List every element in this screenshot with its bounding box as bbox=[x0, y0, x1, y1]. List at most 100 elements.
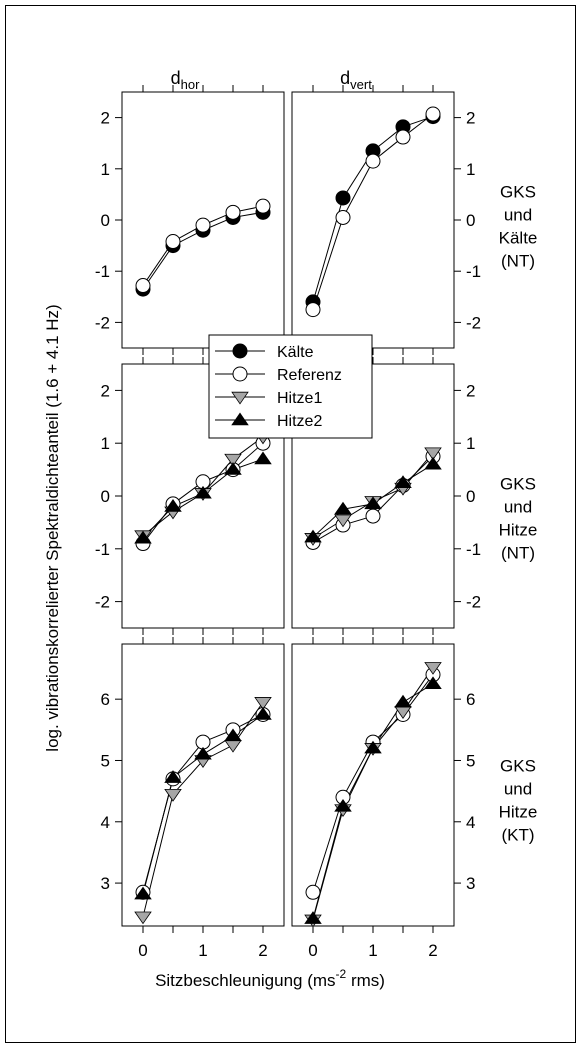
y-tick-label-right: -1 bbox=[466, 540, 481, 559]
y-tick-label-right: 0 bbox=[466, 487, 475, 506]
row-label-line: und bbox=[504, 780, 532, 799]
y-tick-label-left: 2 bbox=[101, 381, 110, 400]
panel-row1-col1: -2 -1 0 1 2 bbox=[95, 85, 285, 355]
marker-row1-col1-Referenz-0 bbox=[135, 278, 151, 294]
y-axis-label: log. vibrationskorrelierter Spektraldich… bbox=[43, 304, 62, 751]
y-tick-label-left: 4 bbox=[101, 813, 110, 832]
panels: -2 -1 0 1 2 -2 -1 0 1 2 -2 -1 0 1 2 -2 -1 0 1 2 0 1 2 3 4 5 6 0 1 2 3 4… bbox=[95, 85, 481, 960]
row-label-line: und bbox=[504, 498, 532, 517]
x-tick-label: 0 bbox=[138, 941, 147, 960]
marker-legend-Kälte-0 bbox=[232, 343, 248, 359]
marker-row3-col2-Hitze2-2 bbox=[364, 740, 382, 754]
panel-row2-col1: -2 -1 0 1 2 bbox=[95, 357, 285, 635]
y-tick-label-left: 1 bbox=[101, 434, 110, 453]
y-tick-label-right: 4 bbox=[466, 813, 475, 832]
legend-label-Kälte: Kälte bbox=[277, 344, 314, 361]
marker-row2-col2-Hitze2-1 bbox=[334, 501, 352, 515]
panel-row3-col1: 0 1 2 3 4 5 6 bbox=[101, 637, 285, 960]
x-tick-label: 2 bbox=[428, 941, 437, 960]
panel-row1-col2: -2 -1 0 1 2 bbox=[291, 85, 481, 355]
row-labels: GKS und Kälte (NT) GKS und Hitze (NT) GKS und Hitz… bbox=[499, 183, 538, 845]
marker-row3-col1-Hitze1-0 bbox=[134, 911, 152, 925]
y-tick-label-right: -1 bbox=[466, 262, 481, 281]
marker-legend-Hitze2-3 bbox=[231, 412, 249, 426]
marker-row3-col2-Hitze2-4 bbox=[424, 676, 442, 690]
row-label-line: (NT) bbox=[501, 544, 535, 563]
y-tick-label-left: 2 bbox=[101, 109, 110, 128]
y-tick-label-right: 5 bbox=[466, 751, 475, 770]
legend-label-Hitze1: Hitze1 bbox=[277, 390, 322, 407]
marker-row3-col1-Hitze2-2 bbox=[194, 746, 212, 760]
y-tick-label-right: 2 bbox=[466, 109, 475, 128]
x-tick-label: 0 bbox=[308, 941, 317, 960]
row-label-line: Hitze bbox=[499, 521, 538, 540]
marker-row3-col1-Hitze2-1 bbox=[164, 770, 182, 783]
y-tick-label-right: 6 bbox=[466, 690, 475, 709]
y-tick-label-left: 5 bbox=[101, 751, 110, 770]
y-tick-label-left: 1 bbox=[101, 160, 110, 179]
marker-row1-col1-Referenz-3 bbox=[225, 204, 241, 220]
x-tick-label: 2 bbox=[258, 941, 267, 960]
marker-row2-col2-Hitze2-0 bbox=[304, 529, 322, 543]
marker-row3-col2-Hitze2-1 bbox=[334, 798, 352, 812]
row-label-line: GKS bbox=[500, 475, 536, 494]
marker-row2-col2-Hitze2-3 bbox=[394, 475, 412, 489]
legend: Kälte Referenz Hitze1 Hitze2 bbox=[208, 334, 373, 439]
y-tick-label-right: 0 bbox=[466, 211, 475, 230]
marker-row3-col2-Hitze2-0 bbox=[304, 911, 322, 924]
row-label-line: (NT) bbox=[501, 252, 535, 271]
y-tick-label-right: -2 bbox=[466, 313, 481, 332]
y-tick-label-right: 1 bbox=[466, 434, 475, 453]
marker-row3-col1-Hitze2-0 bbox=[134, 886, 152, 900]
marker-row1-col1-Referenz-4 bbox=[255, 198, 271, 214]
marker-row1-col2-Referenz-2 bbox=[365, 153, 381, 169]
marker-row2-col1-Hitze2-3 bbox=[224, 462, 242, 475]
marker-row1-col2-Referenz-1 bbox=[335, 209, 351, 225]
marker-row2-col2-Hitze1-1 bbox=[334, 514, 352, 528]
marker-legend-Hitze1-2 bbox=[231, 391, 249, 405]
marker-row1-col2-Referenz-3 bbox=[395, 129, 411, 145]
y-tick-label-right: -2 bbox=[466, 593, 481, 612]
marker-row1-col2-Referenz-0 bbox=[305, 302, 321, 318]
marker-row2-col2-Hitze2-2 bbox=[364, 496, 382, 510]
marker-row2-col2-Referenz-2 bbox=[365, 508, 381, 524]
legend-label-Hitze2: Hitze2 bbox=[277, 413, 322, 430]
figure-border bbox=[5, 5, 576, 1043]
marker-row2-col1-Hitze2-0 bbox=[134, 530, 152, 544]
x-tick-label: 1 bbox=[198, 941, 207, 960]
marker-row2-col1-Hitze1-3 bbox=[224, 453, 242, 467]
legend-label-Referenz: Referenz bbox=[277, 367, 342, 384]
marker-row3-col1-Hitze1-1 bbox=[164, 788, 182, 802]
y-tick-label-left: -2 bbox=[95, 313, 110, 332]
y-tick-label-left: 0 bbox=[101, 211, 110, 230]
marker-row1-col1-Referenz-2 bbox=[195, 217, 211, 233]
marker-row2-col1-Hitze2-4 bbox=[254, 451, 272, 465]
marker-row3-col1-Hitze2-3 bbox=[224, 728, 242, 742]
row-label-line: GKS bbox=[500, 183, 536, 202]
marker-row2-col2-Hitze2-4 bbox=[424, 456, 442, 470]
y-tick-label-left: 6 bbox=[101, 690, 110, 709]
row-label-line: Hitze bbox=[499, 803, 538, 822]
y-tick-label-left: 0 bbox=[101, 487, 110, 506]
marker-row2-col2-Hitze1-4 bbox=[424, 447, 442, 461]
x-tick-label: 1 bbox=[368, 941, 377, 960]
marker-legend-Referenz-1 bbox=[232, 366, 248, 382]
row-label-line: GKS bbox=[500, 757, 536, 776]
marker-row3-col1-Hitze1-4 bbox=[254, 697, 272, 710]
row-label-line: und bbox=[504, 206, 532, 225]
y-tick-label-right: 2 bbox=[466, 381, 475, 400]
y-tick-label-left: 3 bbox=[101, 874, 110, 893]
marker-row2-col1-Hitze2-1 bbox=[164, 499, 182, 512]
marker-row2-col1-Hitze2-2 bbox=[194, 485, 212, 499]
x-axis-label: Sitzbeschleunigung (ms-2 rms) bbox=[155, 967, 385, 990]
y-tick-label-left: -2 bbox=[95, 593, 110, 612]
marker-row1-col2-Referenz-4 bbox=[425, 106, 441, 122]
row-label-line: (KT) bbox=[501, 826, 534, 845]
y-tick-label-left: -1 bbox=[95, 262, 110, 281]
row-label-line: Kälte bbox=[499, 229, 538, 248]
marker-row1-col2-Kälte-1 bbox=[335, 190, 351, 206]
marker-row3-col1-Hitze2-4 bbox=[254, 706, 272, 720]
column-title-hor: dhor bbox=[171, 68, 200, 92]
